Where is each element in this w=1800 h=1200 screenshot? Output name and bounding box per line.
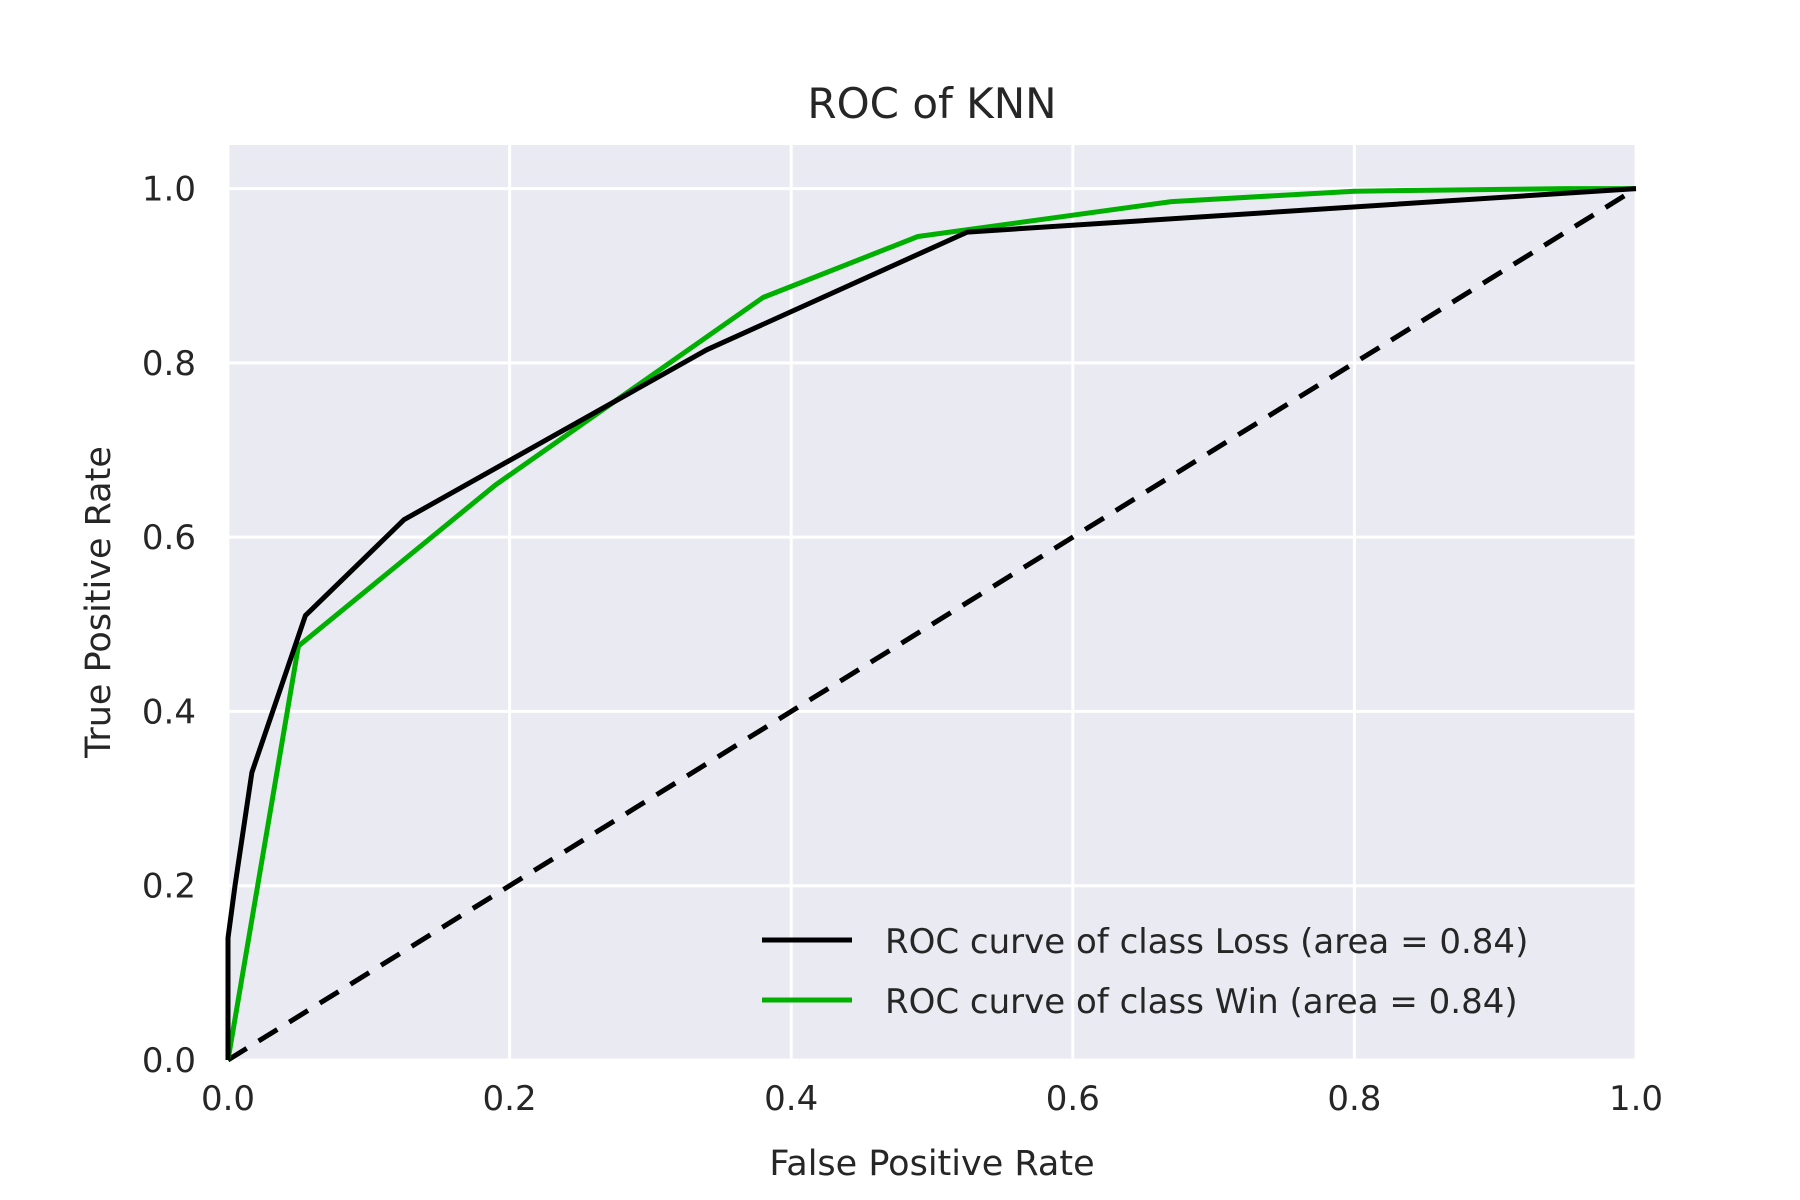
x-tick-label: 1.0 — [1609, 1079, 1663, 1119]
x-tick-label: 0.0 — [201, 1079, 255, 1119]
roc-line-win — [225, 186, 1636, 1061]
legend-label-loss: ROC curve of class Loss (area = 0.84) — [885, 922, 1528, 962]
legend: ROC curve of class Loss (area = 0.84) RO… — [762, 922, 1528, 1022]
y-tick-label: 1.0 — [142, 170, 196, 210]
y-tick-label: 0.6 — [142, 518, 196, 558]
plot-area — [228, 145, 1636, 1060]
x-axis-label: False Positive Rate — [769, 1144, 1094, 1184]
series-layer — [225, 186, 1638, 1063]
y-tick-label: 0.4 — [142, 692, 196, 732]
x-tick-label: 0.6 — [1046, 1079, 1100, 1119]
y-axis-label: True Positive Rate — [79, 446, 119, 759]
legend-label-win: ROC curve of class Win (area = 0.84) — [885, 982, 1518, 1022]
chance-diagonal-line — [226, 186, 1638, 1063]
y-tick-label: 0.8 — [142, 344, 196, 384]
x-tick-label: 0.2 — [483, 1079, 537, 1119]
y-tick-label: 0.2 — [142, 867, 196, 907]
x-tick-label: 0.4 — [764, 1079, 818, 1119]
y-tick-label: 0.0 — [142, 1041, 196, 1081]
grid — [226, 145, 1638, 1062]
tick-labels: 0.0 0.2 0.4 0.6 0.8 1.0 0.0 0.2 0.4 0.6 0.8 1.0 — [142, 170, 1663, 1119]
x-tick-label: 0.8 — [1327, 1079, 1381, 1119]
roc-line-loss — [225, 186, 1637, 1060]
chart-title: ROC of KNN — [807, 79, 1056, 128]
